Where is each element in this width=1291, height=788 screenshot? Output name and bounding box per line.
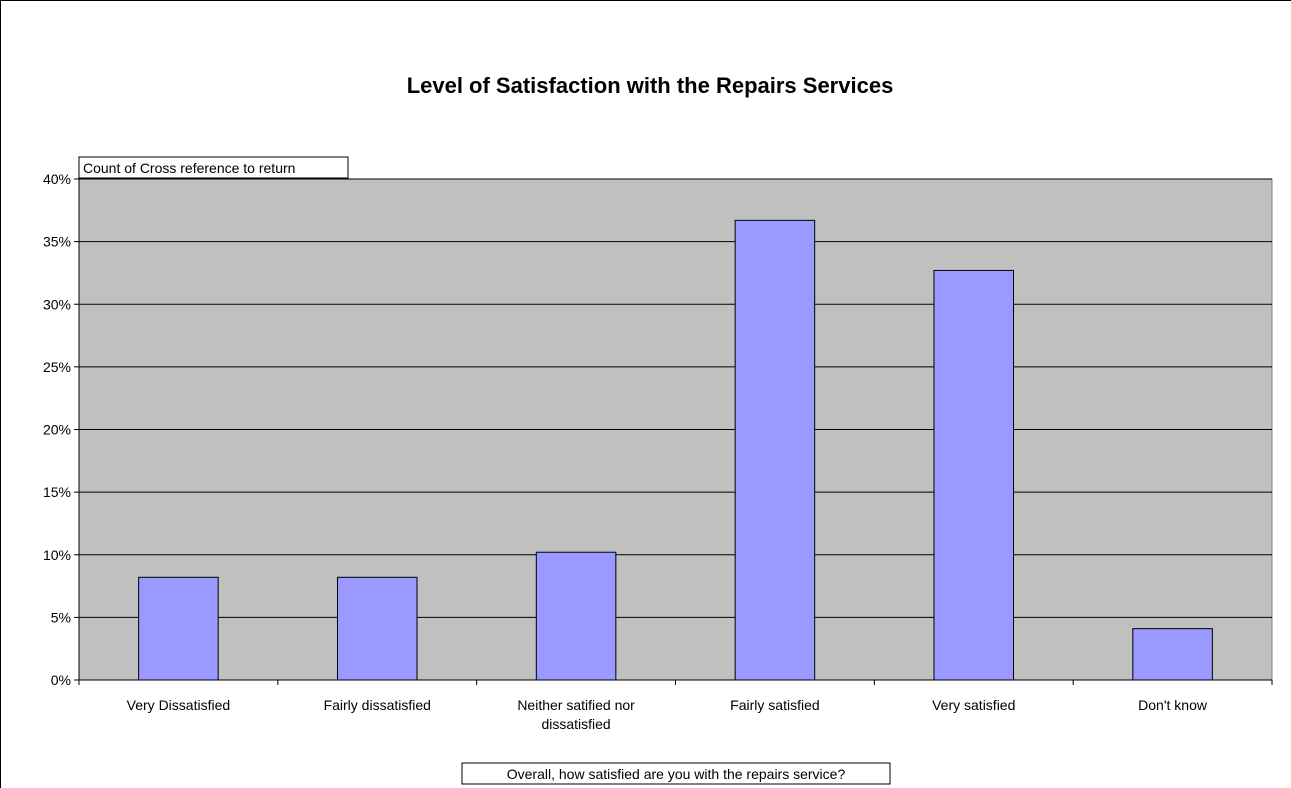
- y-tick-label: 30%: [43, 296, 71, 312]
- x-tick-label: Fairly dissatisfied: [324, 697, 431, 713]
- bar: [138, 576, 219, 681]
- bars: [138, 219, 1213, 681]
- chart-title: Level of Satisfaction with the Repairs S…: [407, 73, 894, 98]
- y-tick-label: 40%: [43, 171, 71, 187]
- bar: [734, 219, 816, 681]
- gridlines: [79, 178, 1272, 618]
- x-axis-label-border: [461, 762, 891, 785]
- y-tick-label: 0%: [51, 672, 71, 688]
- x-axis-label: Overall, how satisfied are you with the …: [507, 766, 846, 782]
- y-tick-label: 35%: [43, 234, 71, 250]
- field-label-border: [78, 156, 349, 179]
- field-label-box[interactable]: Count of Cross reference to return: [78, 156, 349, 179]
- y-tick-label: 5%: [51, 609, 71, 625]
- x-tick-label: dissatisfied: [541, 716, 610, 732]
- y-tick-label: 25%: [43, 359, 71, 375]
- x-tick-label: Don't know: [1138, 697, 1208, 713]
- y-tick-label: 20%: [43, 422, 71, 438]
- y-tick-label: 15%: [43, 484, 71, 500]
- bar: [1132, 628, 1213, 681]
- bar: [336, 576, 418, 681]
- x-tick-label: Very satisfied: [932, 697, 1015, 713]
- x-axis-label-box[interactable]: Overall, how satisfied are you with the …: [461, 762, 891, 785]
- bar: [933, 269, 1015, 681]
- y-axis-ticks: 0% 5% 10% 15% 20% 25% 30% 35% 40%: [43, 171, 79, 688]
- y-tick-label: 10%: [43, 547, 71, 563]
- x-tick-label: Fairly satisfied: [730, 697, 819, 713]
- x-tick-label: Very Dissatisfied: [127, 697, 230, 713]
- x-axis-ticks: Very Dissatisfied Fairly dissatisfied Neit…: [78, 680, 1273, 732]
- bar: [535, 551, 617, 681]
- x-tick-label: Neither satified nor: [517, 697, 635, 713]
- field-label: Count of Cross reference to return: [83, 160, 295, 176]
